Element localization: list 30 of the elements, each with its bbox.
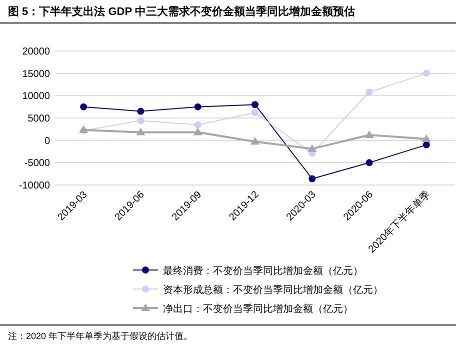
point <box>308 175 316 182</box>
point <box>422 70 430 77</box>
y-tick-label: 5000 <box>28 114 50 124</box>
point <box>366 88 373 96</box>
legend-label: 最终消费：不变价当季同比增加金额（亿元） <box>163 265 363 277</box>
point <box>193 128 202 136</box>
legend-label: 资本形成总额：不变价当季同比增加金额（亿元） <box>163 284 383 296</box>
point <box>422 141 430 148</box>
point <box>80 103 88 110</box>
point <box>137 117 144 124</box>
text: 注：2020 年下半年单季为基于假设的估计值。 <box>8 331 193 341</box>
point <box>308 144 317 152</box>
point <box>366 159 373 166</box>
legend-label: 净出口：不变价当季同比增加金额（亿元） <box>163 303 353 315</box>
y-tick-label: 15000 <box>22 68 50 80</box>
y-tick-label: 20000 <box>22 46 50 58</box>
chart-title: 图 5：下半年支出法 GDP 中三大需求不变价金额当季同比增加金额预估 <box>8 5 355 18</box>
point <box>422 134 431 142</box>
point <box>136 128 146 136</box>
point <box>194 103 202 110</box>
y-tick-label: 0 <box>44 136 50 147</box>
y-tick-label: 10000 <box>22 91 50 102</box>
point <box>250 137 260 145</box>
point <box>252 109 258 116</box>
y-tick-label: -10000 <box>18 180 50 192</box>
y-tick-label: -5000 <box>24 158 50 170</box>
point <box>364 130 374 138</box>
point <box>252 101 258 108</box>
point <box>137 108 144 115</box>
point <box>194 121 202 128</box>
